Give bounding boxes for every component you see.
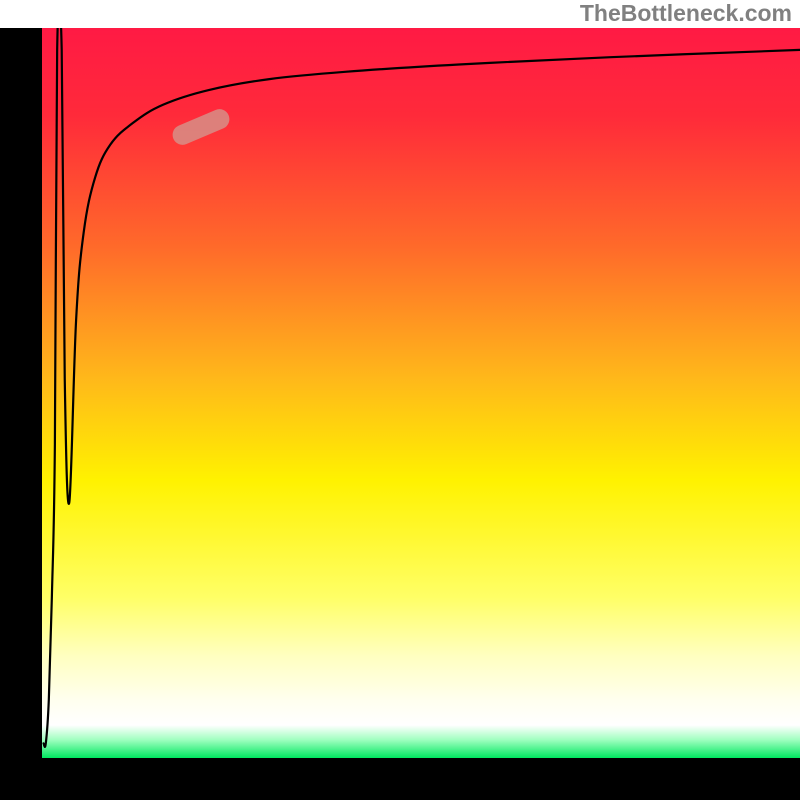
- bottleneck-curve: [42, 28, 800, 758]
- y-axis: [0, 28, 42, 800]
- x-axis: [0, 758, 800, 800]
- plot-area: [42, 28, 800, 758]
- watermark-text: TheBottleneck.com: [580, 0, 792, 27]
- chart-canvas: TheBottleneck.com: [0, 0, 800, 800]
- curve-path: [44, 28, 800, 747]
